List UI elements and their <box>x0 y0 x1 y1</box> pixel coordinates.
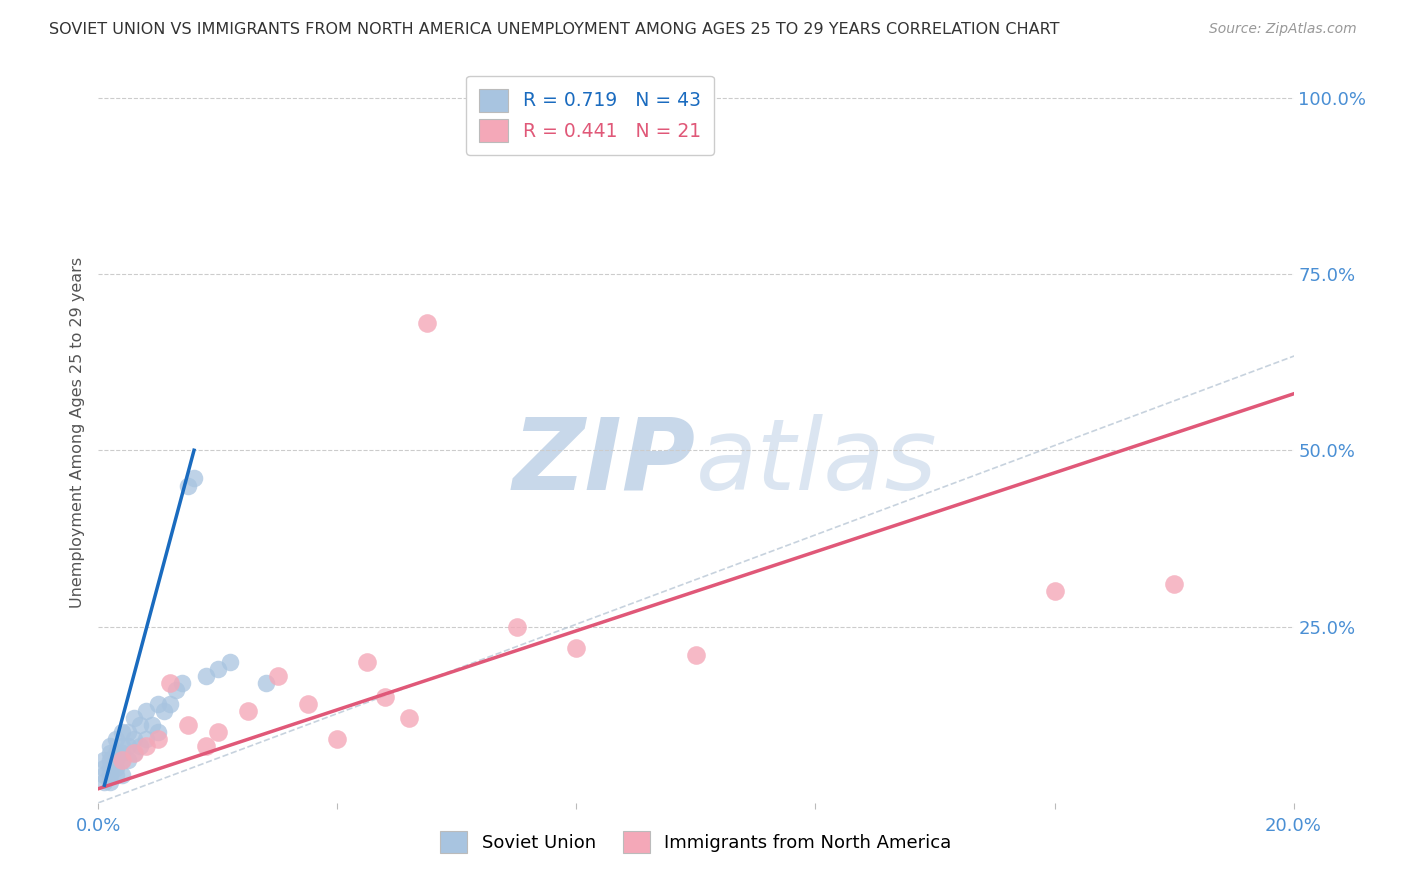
Y-axis label: Unemployment Among Ages 25 to 29 years: Unemployment Among Ages 25 to 29 years <box>69 257 84 608</box>
Point <box>416 316 439 330</box>
Point <box>159 697 181 711</box>
Point <box>297 697 319 711</box>
Point <box>117 754 139 768</box>
Point <box>105 767 128 781</box>
Point <box>111 747 134 761</box>
Point <box>93 774 115 789</box>
Point <box>148 697 170 711</box>
Point <box>111 754 134 768</box>
Point <box>195 669 218 683</box>
Point <box>398 711 420 725</box>
Point <box>124 747 146 761</box>
Point <box>165 683 187 698</box>
Point <box>124 747 146 761</box>
Legend: Soviet Union, Immigrants from North America: Soviet Union, Immigrants from North Amer… <box>433 824 959 861</box>
Point <box>207 725 229 739</box>
Point <box>93 767 115 781</box>
Point <box>98 774 122 789</box>
Point <box>129 739 152 754</box>
Point <box>148 732 170 747</box>
Point <box>326 732 349 747</box>
Point <box>111 754 134 768</box>
Point <box>117 725 139 739</box>
Point <box>236 704 259 718</box>
Point <box>177 718 200 732</box>
Point <box>129 718 152 732</box>
Point <box>124 711 146 725</box>
Point <box>98 754 122 768</box>
Point <box>98 739 122 754</box>
Point <box>98 767 122 781</box>
Point <box>267 669 290 683</box>
Point <box>93 760 115 774</box>
Point <box>98 760 122 774</box>
Point <box>111 739 134 754</box>
Point <box>93 754 115 768</box>
Point <box>111 767 134 781</box>
Point <box>1043 584 1066 599</box>
Point <box>195 739 218 754</box>
Point <box>506 619 529 633</box>
Point <box>254 676 277 690</box>
Point <box>159 676 181 690</box>
Point <box>98 747 122 761</box>
Point <box>153 704 176 718</box>
Text: SOVIET UNION VS IMMIGRANTS FROM NORTH AMERICA UNEMPLOYMENT AMONG AGES 25 TO 29 Y: SOVIET UNION VS IMMIGRANTS FROM NORTH AM… <box>49 22 1060 37</box>
Point <box>183 471 205 485</box>
Point <box>356 655 378 669</box>
Point <box>111 725 134 739</box>
Point <box>105 760 128 774</box>
Point <box>135 704 157 718</box>
Point <box>135 732 157 747</box>
Point <box>105 732 128 747</box>
Point <box>124 732 146 747</box>
Point <box>135 739 157 754</box>
Point <box>565 640 588 655</box>
Point <box>207 662 229 676</box>
Point <box>105 754 128 768</box>
Text: ZIP: ZIP <box>513 414 696 511</box>
Text: atlas: atlas <box>696 414 938 511</box>
Point <box>172 676 194 690</box>
Point <box>105 747 128 761</box>
Point <box>117 739 139 754</box>
Point <box>685 648 707 662</box>
Text: Source: ZipAtlas.com: Source: ZipAtlas.com <box>1209 22 1357 37</box>
Point <box>177 478 200 492</box>
Point <box>219 655 242 669</box>
Point <box>1163 577 1185 591</box>
Point <box>148 725 170 739</box>
Point <box>374 690 396 704</box>
Point <box>141 718 163 732</box>
